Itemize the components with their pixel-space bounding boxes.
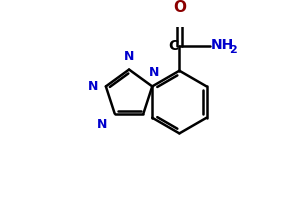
- Text: 2: 2: [229, 45, 237, 55]
- Text: N: N: [124, 50, 134, 63]
- Text: N: N: [88, 80, 98, 93]
- Text: N: N: [149, 67, 159, 79]
- Text: C: C: [168, 39, 178, 53]
- Text: NH: NH: [211, 38, 234, 52]
- Text: O: O: [173, 0, 186, 15]
- Text: N: N: [97, 118, 108, 131]
